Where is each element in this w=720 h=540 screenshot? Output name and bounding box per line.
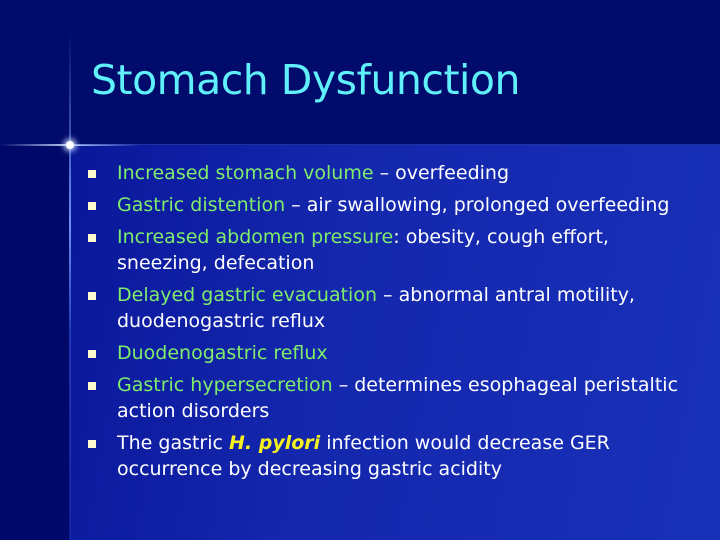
bullet-highlight: Gastric distention — [117, 194, 286, 216]
background-content-area — [70, 145, 720, 540]
bullet-highlight: Gastric hypersecretion — [117, 374, 333, 396]
square-bullet-icon — [88, 350, 96, 358]
square-bullet-icon — [88, 234, 96, 242]
bullet-text: – determines esophageal peristaltic acti… — [117, 374, 679, 422]
bullet-item: The gastric H. pylori infection would de… — [88, 430, 688, 482]
bullet-text: The gastric — [117, 432, 230, 454]
bullet-item: Duodenogastric reflux — [88, 340, 688, 366]
bullet-list: Increased stomach volume – overfeeding G… — [88, 160, 688, 488]
square-bullet-icon — [88, 202, 96, 210]
sparkle-icon — [66, 141, 74, 149]
bullet-emphasis: H. pylori — [229, 432, 321, 454]
square-bullet-icon — [88, 292, 96, 300]
decorative-vertical-line — [69, 30, 71, 540]
bullet-item: Delayed gastric evacuation – abnormal an… — [88, 282, 688, 334]
bullet-highlight: Duodenogastric reflux — [117, 342, 328, 364]
bullet-item: Increased abdomen pressure: obesity, cou… — [88, 224, 688, 276]
bullet-text: – overfeeding — [373, 162, 510, 184]
bullet-highlight: Delayed gastric evacuation — [117, 284, 378, 306]
bullet-text: : obesity, cough effort, sneezing, defec… — [117, 226, 609, 274]
decorative-divider — [70, 144, 720, 145]
bullet-text: – air swallowing, prolonged overfeeding — [285, 194, 670, 216]
bullet-item: Increased stomach volume – overfeeding — [88, 160, 688, 186]
bullet-item: Gastric distention – air swallowing, pro… — [88, 192, 688, 218]
square-bullet-icon — [88, 440, 96, 448]
background-left — [0, 145, 70, 540]
square-bullet-icon — [88, 170, 96, 178]
bullet-highlight: Increased stomach volume — [117, 162, 374, 184]
square-bullet-icon — [88, 382, 96, 390]
bullet-highlight: Increased abdomen pressure — [117, 226, 394, 248]
slide-title: Stomach Dysfunction — [91, 56, 521, 104]
bullet-item: Gastric hypersecretion – determines esop… — [88, 372, 688, 424]
bullet-text: infection would decrease GER occurrence … — [117, 432, 610, 480]
bullet-text: – abnormal antral motility, duodenogastr… — [117, 284, 635, 332]
